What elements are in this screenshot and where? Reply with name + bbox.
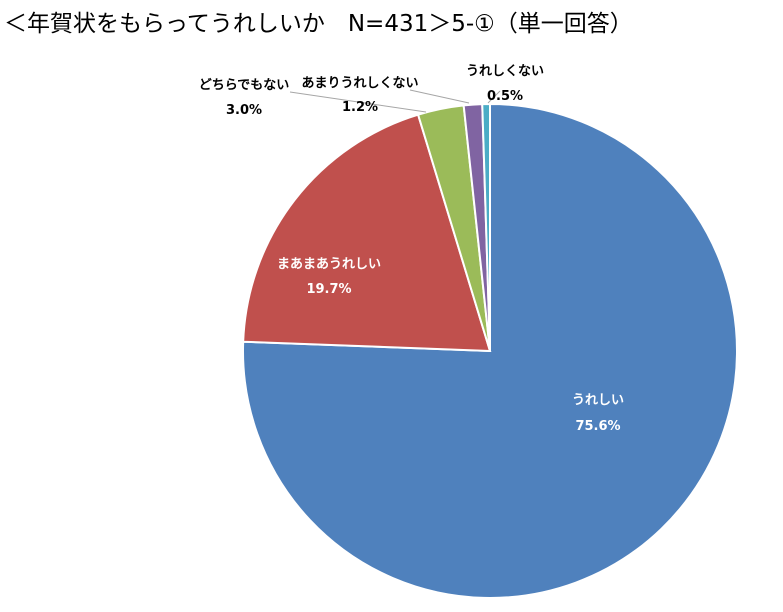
leader-line-3 bbox=[289, 91, 427, 113]
slice-label-4: あまりうれしくない bbox=[301, 76, 418, 91]
leader-line-4 bbox=[409, 89, 470, 104]
leader-line-5 bbox=[487, 90, 501, 104]
slice-value-1: 75.6% bbox=[575, 419, 620, 434]
slice-value-5: 0.5% bbox=[487, 89, 523, 104]
slice-value-4: 1.2% bbox=[342, 100, 378, 115]
slice-label-1: うれしい bbox=[572, 393, 624, 408]
slice-label-3: どちらでもない bbox=[199, 78, 290, 93]
slice-label-2: まあまあうれしい bbox=[277, 257, 381, 272]
slice-value-2: 19.7% bbox=[306, 282, 351, 297]
pie-slice-2 bbox=[242, 113, 492, 353]
pie-slice-5 bbox=[481, 102, 491, 352]
slice-value-3: 3.0% bbox=[226, 103, 262, 118]
chart-title: ＜年賀状をもらってうれしいか N=431＞5-①（単一回答） bbox=[4, 11, 633, 37]
slice-label-5: うれしくない bbox=[466, 64, 544, 79]
